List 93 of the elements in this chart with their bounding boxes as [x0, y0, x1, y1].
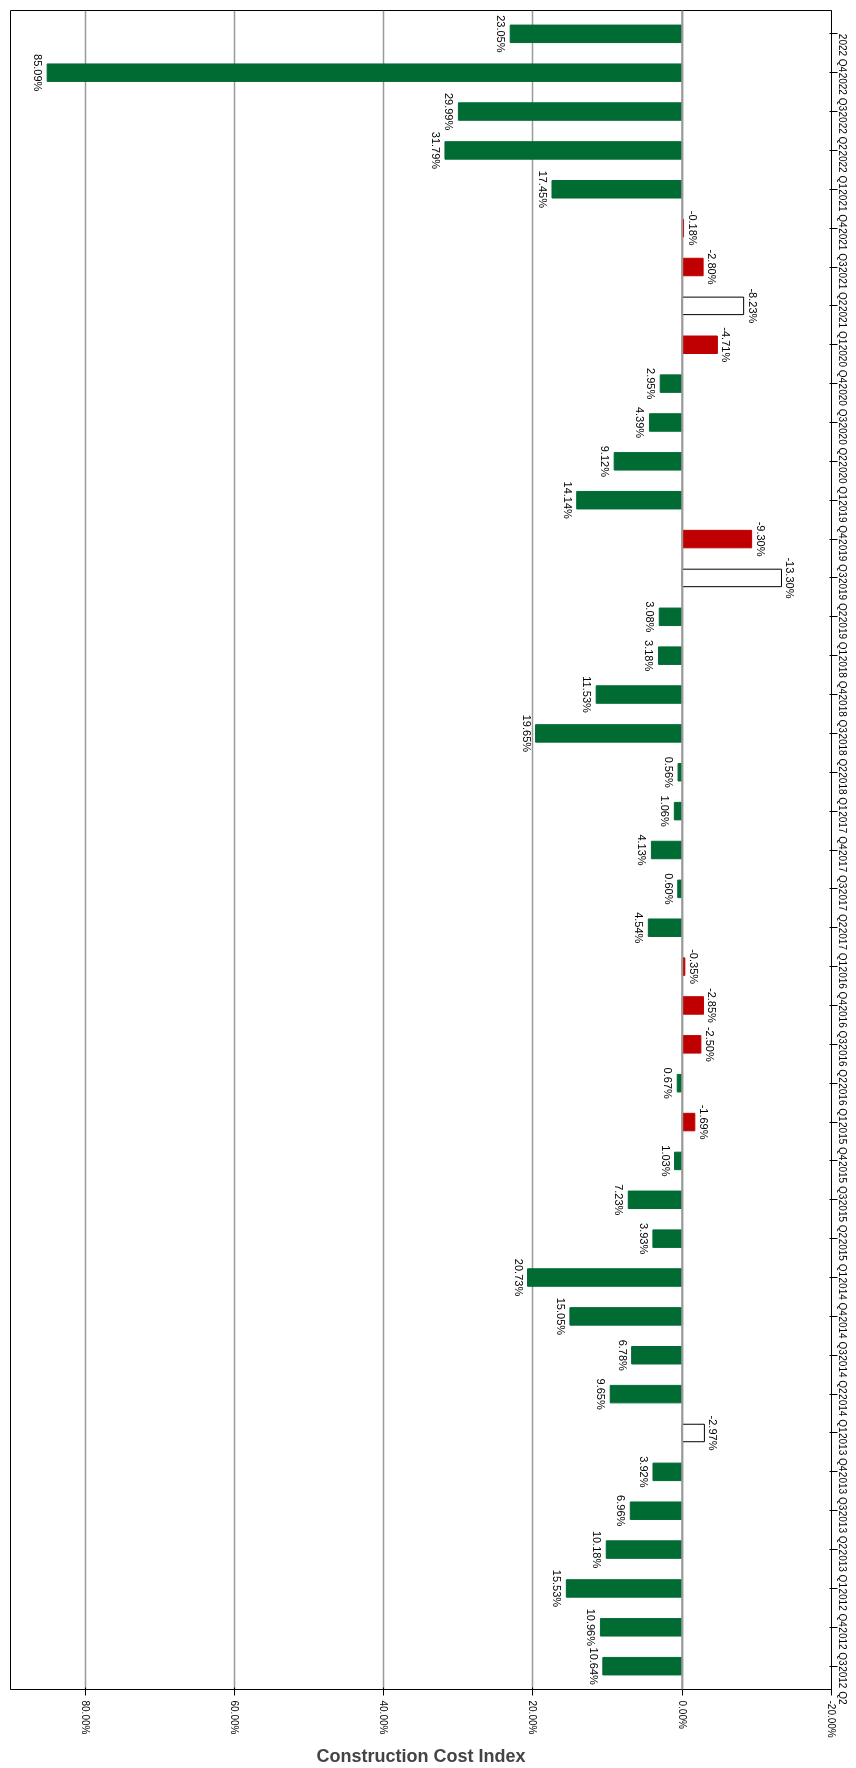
data-label: 10.64%: [587, 1647, 600, 1686]
y-tick-label: 2016 Q2: [837, 1044, 848, 1084]
y-tick-label: 2022 Q3: [837, 72, 848, 112]
data-label: 2.95%: [645, 368, 658, 400]
data-label: 3.08%: [644, 601, 657, 633]
y-tick-label: 2014 Q2: [837, 1355, 848, 1395]
data-label: -2.85%: [706, 988, 719, 1024]
x-tick-label: 20.00%: [527, 1700, 539, 1735]
y-tick-label: 2020 Q3: [837, 383, 848, 423]
y-tick-label: 2018 Q1: [837, 772, 848, 812]
data-label: 14.14%: [561, 481, 574, 520]
y-tick-label: 2020 Q4: [837, 344, 848, 384]
data-label: -2.50%: [703, 1026, 716, 1062]
y-tick-label: 2014 Q3: [837, 1316, 848, 1356]
data-label: -4.71%: [720, 327, 733, 363]
y-tick-label: 2022 Q1: [837, 150, 848, 190]
data-label: -2.97%: [707, 1415, 720, 1451]
y-tick-label: 2017 Q1: [837, 927, 848, 967]
data-label: 31.79%: [429, 131, 442, 170]
y-tick-label: 2021 Q3: [837, 228, 848, 267]
y-tick-label: 2015 Q1: [837, 1238, 848, 1278]
data-label: -0.18%: [686, 210, 699, 246]
data-label: -0.35%: [687, 949, 700, 985]
y-tick-label: 2019 Q1: [837, 616, 848, 656]
y-tick-label: 2022 Q4: [837, 33, 848, 73]
y-tick-label: 2016 Q1: [837, 1083, 848, 1122]
data-label: 20.73%: [512, 1258, 525, 1297]
data-label: -13.30%: [784, 557, 797, 599]
y-tick-label: 2019 Q4: [837, 500, 848, 540]
y-tick-label: 2013 Q2: [837, 1510, 848, 1550]
data-label: -9.30%: [754, 521, 767, 557]
y-tick-label: 2013 Q4: [837, 1432, 848, 1472]
y-tick-label: 2017 Q2: [837, 888, 848, 928]
data-label: 7.23%: [613, 1184, 626, 1216]
data-label: 6.78%: [616, 1339, 629, 1372]
y-tick-label: 2018 Q3: [837, 694, 848, 734]
data-label: 0.56%: [663, 756, 676, 789]
data-label: 0.60%: [662, 873, 675, 905]
data-label: 29.99%: [443, 92, 456, 131]
data-label: 1.06%: [659, 795, 672, 827]
y-tick-label: 2016 Q4: [837, 966, 848, 1006]
y-tick-label: 2019 Q2: [837, 577, 848, 617]
y-tick-label: 2013 Q1: [837, 1549, 848, 1589]
data-label: 15.05%: [554, 1297, 567, 1336]
data-label: 10.96%: [585, 1608, 598, 1647]
y-tick-label: 2021 Q4: [837, 189, 848, 229]
data-label: 17.45%: [536, 170, 549, 209]
data-label: -2.80%: [706, 249, 719, 285]
y-tick-label: 2013 Q3: [837, 1471, 848, 1511]
data-label: 4.39%: [634, 406, 647, 439]
data-label: 4.54%: [633, 912, 646, 944]
data-label: 6.96%: [615, 1495, 628, 1527]
y-tick-label: 2015 Q2: [837, 1199, 848, 1239]
data-label: -1.69%: [697, 1104, 710, 1140]
data-label: 1.03%: [659, 1145, 672, 1177]
data-label: 15.53%: [551, 1569, 564, 1608]
y-tick-label: 2022 Q2: [837, 111, 848, 151]
y-tick-label: 2019 Q3: [837, 539, 848, 578]
data-label: 23.05%: [495, 15, 508, 53]
x-tick-label: -20.00%: [826, 1700, 837, 1738]
y-tick-label: 2012 Q4: [837, 1588, 848, 1628]
x-axis-title: Construction Cost Index: [316, 1745, 526, 1766]
y-tick-label: 2021 Q2: [837, 267, 848, 306]
y-tick-label: 2018 Q2: [837, 733, 848, 773]
y-tick-label: 2014 Q4: [837, 1277, 848, 1317]
data-label: 3.93%: [637, 1223, 650, 1255]
y-tick-label: 2012 Q3: [837, 1627, 848, 1667]
data-label: 11.53%: [581, 676, 594, 713]
data-label: 0.67%: [662, 1067, 675, 1100]
data-label: 3.18%: [643, 640, 656, 672]
y-tick-label: 2015 Q4: [837, 1122, 848, 1161]
x-tick-label: 40.00%: [378, 1700, 390, 1735]
y-tick-label: 2012 Q2: [837, 1666, 848, 1705]
data-label: 9.65%: [595, 1378, 608, 1410]
data-label: 10.18%: [591, 1530, 604, 1569]
data-label: 19.65%: [520, 714, 533, 753]
data-label: 4.13%: [636, 834, 649, 866]
x-tick-label: 60.00%: [228, 1700, 240, 1735]
y-tick-label: 2017 Q4: [837, 811, 848, 850]
y-tick-label: 2014 Q1: [837, 1394, 848, 1433]
data-label: 85.09%: [32, 54, 45, 92]
y-tick-label: 2017 Q3: [837, 850, 848, 889]
y-tick-label: 2020 Q2: [837, 422, 848, 462]
y-tick-label: 2016 Q3: [837, 1005, 848, 1045]
y-tick-label: 2015 Q3: [837, 1160, 848, 1200]
y-tick-label: 2018 Q4: [837, 655, 848, 695]
y-tick-label: 2021 Q1: [837, 305, 848, 345]
x-tick-label: 80.00%: [79, 1700, 91, 1735]
data-label: 3.92%: [637, 1456, 650, 1488]
x-tick-label: 0.00%: [676, 1700, 688, 1729]
data-label: -8.23%: [746, 288, 759, 324]
data-label: 9.12%: [599, 445, 612, 478]
y-tick-label: 2020 Q1: [837, 461, 848, 501]
